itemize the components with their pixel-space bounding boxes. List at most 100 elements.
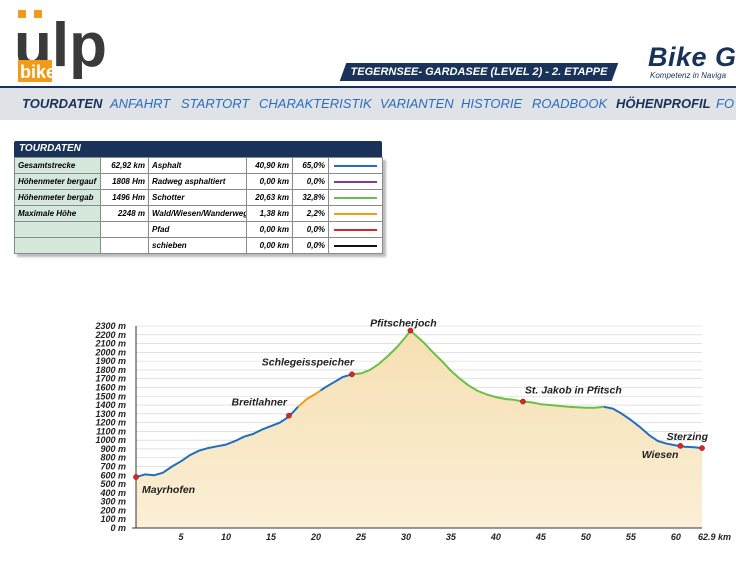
profile-segment bbox=[319, 373, 353, 392]
row-label: Höhenmeter bergab bbox=[14, 189, 101, 206]
surface-km: 40,90 km bbox=[246, 157, 293, 174]
row-label bbox=[14, 221, 101, 238]
y-tick-label: 400 m bbox=[99, 488, 126, 498]
y-tick-label: 1800 m bbox=[95, 365, 126, 375]
surface-legend-swatch bbox=[328, 237, 383, 254]
surface-km: 0,00 km bbox=[246, 221, 293, 238]
surface-km: 0,00 km bbox=[246, 173, 293, 190]
profile-segment bbox=[135, 406, 299, 479]
tourdaten-row: Höhenmeter bergauf 1808 Hm Radweg asphalti… bbox=[14, 173, 383, 190]
place-label: Schlegeisspeicher bbox=[262, 356, 355, 368]
x-tick-label: 5 bbox=[178, 532, 184, 542]
x-tick-label: 50 bbox=[581, 532, 591, 542]
legend-line bbox=[334, 244, 377, 247]
place-markers: Mayrhofen Breitlahner Schlegeisspeicher Pfi… bbox=[133, 318, 709, 496]
legend-line bbox=[334, 180, 377, 183]
y-tick-label: 1100 m bbox=[96, 426, 126, 436]
place-label: Breitlahner bbox=[232, 397, 288, 409]
legend-line bbox=[334, 164, 377, 167]
y-tick-label: 2300 m bbox=[94, 321, 126, 331]
y-tick-label: 600 m bbox=[100, 470, 126, 480]
profile-segment bbox=[297, 389, 322, 408]
nav-charakteristik[interactable]: CHARAKTERISTIK bbox=[259, 96, 372, 111]
y-tick-label: 2000 m bbox=[94, 347, 126, 357]
logo-bike-bg bbox=[18, 60, 52, 82]
stage-title: TEGERNSEE- GARDASEE (LEVEL 2) - 2. ETAPP… bbox=[350, 66, 608, 78]
surface-label: Schotter bbox=[148, 189, 247, 206]
nav-tourdaten[interactable]: TOURDATEN bbox=[22, 96, 103, 111]
elevation-area bbox=[136, 330, 702, 528]
row-value bbox=[100, 221, 149, 238]
surface-legend-swatch bbox=[328, 205, 383, 222]
tourdaten-row: schieben 0,00 km 0,0% bbox=[14, 237, 383, 254]
surface-pct: 0,0% bbox=[292, 173, 329, 190]
y-tick-label: 2200 m bbox=[94, 330, 126, 340]
nav-anfahrt[interactable]: ANFAHRT bbox=[110, 96, 171, 111]
tourdaten-row: Maximale Höhe 2248 m Wald/Wiesen/Wanderweg… bbox=[14, 205, 383, 222]
y-tick-label: 1200 m bbox=[95, 418, 126, 428]
y-tick-label: 1900 m bbox=[95, 356, 126, 366]
place-label: Wiesen bbox=[642, 449, 679, 461]
y-tick-label: 0 m bbox=[110, 523, 126, 533]
surface-legend-swatch bbox=[328, 221, 383, 238]
place-label: Mayrhofen bbox=[142, 484, 195, 496]
surface-pct: 0,0% bbox=[292, 221, 329, 238]
row-label bbox=[14, 237, 101, 254]
x-tick-label: 30 bbox=[401, 532, 411, 542]
ulp-bike-logo[interactable]: ulp bike bbox=[12, 8, 122, 88]
y-tick-label: 1000 m bbox=[95, 435, 126, 445]
surface-label: Pfad bbox=[148, 221, 247, 238]
tourdaten-title: TOURDATEN bbox=[14, 141, 382, 157]
surface-pct: 65,0% bbox=[292, 157, 329, 174]
row-label: Höhenmeter bergauf bbox=[14, 173, 101, 190]
x-tick-label: 62.9 km bbox=[698, 532, 731, 542]
x-tick-label: 10 bbox=[221, 532, 231, 542]
place-dot bbox=[349, 371, 355, 378]
profile-segment bbox=[351, 329, 604, 409]
logo-dot-2 bbox=[34, 10, 42, 18]
place-label: Pfitscherjoch bbox=[370, 318, 437, 330]
y-tick-label: 1600 m bbox=[95, 382, 126, 392]
legend-line bbox=[334, 228, 377, 231]
surface-label: schieben bbox=[148, 237, 247, 254]
place-dot bbox=[407, 327, 414, 334]
y-tick-label: 1700 m bbox=[95, 374, 126, 384]
surface-pct: 0,0% bbox=[292, 237, 329, 254]
place-dot bbox=[133, 474, 139, 480]
row-value: 1496 Hm bbox=[100, 189, 149, 206]
surface-legend-swatch bbox=[328, 189, 383, 206]
legend-line bbox=[334, 196, 377, 199]
y-tick-label: 700 m bbox=[100, 462, 126, 472]
surface-label: Asphalt bbox=[148, 157, 247, 174]
x-tick-label: 55 bbox=[626, 532, 637, 542]
x-tick-label: 60 bbox=[671, 532, 681, 542]
nav-fo[interactable]: FO bbox=[716, 96, 735, 111]
y-tick-label: 900 m bbox=[100, 444, 126, 454]
nav-hoehenprofil[interactable]: HÖHENPROFIL bbox=[616, 96, 711, 111]
place-dot bbox=[520, 398, 526, 405]
x-tick-labels: 5 10 15 20 25 30 35 40 45 50 55 60 62.9 km bbox=[178, 532, 731, 542]
main-nav: TOURDATEN ANFAHRT STARTORT CHARAKTERISTI… bbox=[0, 86, 736, 120]
surface-legend-swatch bbox=[328, 173, 383, 190]
y-tick-label: 200 m bbox=[99, 505, 126, 515]
tourdaten-panel: TOURDATEN Gesamtstrecke 62,92 km Asphalt 40… bbox=[14, 141, 383, 254]
x-tick-label: 15 bbox=[266, 532, 277, 542]
surface-pct: 32,8% bbox=[292, 189, 329, 206]
surface-label: Wald/Wiesen/Wanderweg bbox=[148, 205, 247, 222]
surface-km: 0,00 km bbox=[246, 237, 293, 254]
profile-segment bbox=[603, 405, 703, 450]
row-value bbox=[100, 237, 149, 254]
y-tick-label: 1300 m bbox=[95, 409, 126, 419]
nav-historie[interactable]: HISTORIE bbox=[461, 96, 523, 111]
nav-roadbook[interactable]: ROADBOOK bbox=[532, 96, 608, 111]
logo-sub: bike bbox=[20, 62, 56, 82]
row-value: 2248 m bbox=[100, 205, 149, 222]
y-tick-label: 1400 m bbox=[95, 400, 126, 410]
nav-varianten[interactable]: VARIANTEN bbox=[380, 96, 454, 111]
nav-startort[interactable]: STARTORT bbox=[181, 96, 250, 111]
y-tick-label: 1500 m bbox=[95, 391, 126, 401]
brand-logo[interactable]: Bike G bbox=[648, 42, 736, 72]
x-tick-label: 20 bbox=[310, 532, 321, 542]
